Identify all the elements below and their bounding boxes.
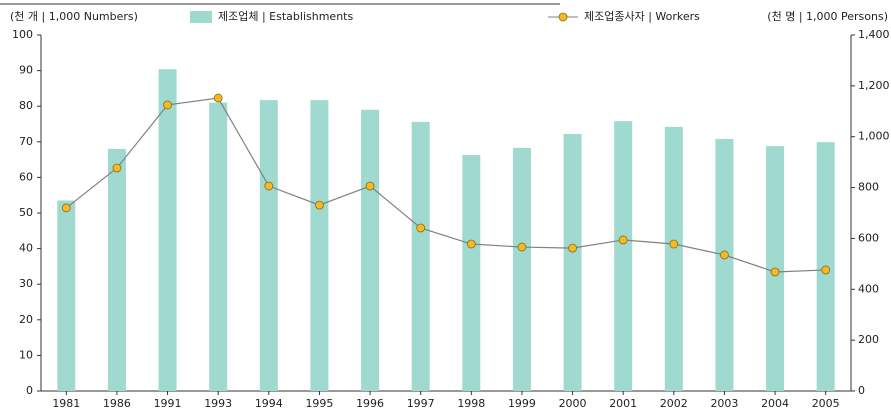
marker bbox=[720, 250, 729, 260]
marker bbox=[416, 223, 426, 233]
bar bbox=[715, 138, 734, 391]
y-axis-label: (천 개 | 1,000 Numbers) bbox=[10, 9, 138, 23]
x-tick-label: 1993 bbox=[204, 397, 232, 410]
y2-tick-label: 1,400 bbox=[858, 28, 890, 41]
marker bbox=[365, 181, 375, 191]
y-tick-label: 20 bbox=[19, 313, 33, 326]
marker bbox=[770, 267, 780, 277]
marker bbox=[213, 93, 223, 103]
y-tick-label: 60 bbox=[19, 170, 33, 183]
y2-tick-label: 600 bbox=[858, 231, 879, 244]
x-tick-label: 2002 bbox=[660, 397, 688, 410]
bar bbox=[664, 126, 683, 392]
bar bbox=[57, 200, 76, 391]
y-tick-label: 70 bbox=[19, 135, 33, 148]
legend-marker bbox=[558, 12, 568, 22]
y2-tick-label: 1,000 bbox=[858, 130, 890, 143]
bar bbox=[462, 154, 481, 391]
marker bbox=[61, 203, 71, 213]
bar bbox=[158, 69, 177, 392]
marker bbox=[264, 181, 274, 191]
y2-tick-label: 1,200 bbox=[858, 79, 890, 92]
marker bbox=[466, 239, 476, 249]
x-tick-label: 2001 bbox=[609, 397, 637, 410]
marker bbox=[568, 243, 577, 253]
bar bbox=[107, 148, 126, 391]
legend-label: 제조업종사자 | Workers bbox=[584, 10, 700, 23]
y-tick-label: 30 bbox=[19, 277, 33, 290]
legend-label: 제조업체 | Establishments bbox=[218, 10, 353, 23]
bar bbox=[614, 121, 633, 391]
marker bbox=[163, 100, 172, 110]
y-tick-label: 100 bbox=[12, 28, 33, 41]
x-tick-label: 1999 bbox=[508, 397, 536, 410]
x-tick-label: 2000 bbox=[559, 397, 587, 410]
x-tick-label: 1994 bbox=[255, 397, 283, 410]
y-tick-label: 40 bbox=[19, 242, 33, 255]
legend-swatch bbox=[190, 11, 212, 23]
x-tick-label: 1991 bbox=[154, 397, 182, 410]
y2-tick-label: 800 bbox=[858, 181, 879, 194]
bar bbox=[310, 100, 329, 391]
x-tick-label: 1986 bbox=[103, 397, 131, 410]
bar bbox=[361, 109, 380, 391]
x-tick-label: 1998 bbox=[457, 397, 485, 410]
x-tick-label: 1981 bbox=[52, 397, 80, 410]
y-tick-label: 0 bbox=[26, 384, 33, 397]
y2-tick-label: 0 bbox=[858, 384, 865, 397]
marker bbox=[517, 242, 527, 252]
x-tick-label: 2004 bbox=[761, 397, 789, 410]
x-tick-label: 1995 bbox=[305, 397, 333, 410]
line bbox=[65, 97, 826, 273]
x-tick-label: 1997 bbox=[407, 397, 435, 410]
x-tick-label: 2005 bbox=[812, 397, 840, 410]
y2-tick-label: 400 bbox=[858, 282, 879, 295]
y-tick-label: 90 bbox=[19, 64, 33, 77]
bar bbox=[259, 100, 278, 391]
bar bbox=[563, 133, 582, 391]
marker bbox=[112, 163, 122, 173]
y2-axis-label: (천 명 | 1,000 Persons) bbox=[767, 9, 888, 23]
y-tick-label: 80 bbox=[19, 99, 33, 112]
marker bbox=[669, 239, 679, 249]
x-tick-label: 1996 bbox=[356, 397, 384, 410]
y-tick-label: 50 bbox=[19, 206, 33, 219]
marker bbox=[821, 265, 831, 275]
bar bbox=[411, 121, 430, 391]
bar bbox=[512, 147, 531, 391]
marker bbox=[315, 200, 324, 210]
x-tick-label: 2003 bbox=[710, 397, 738, 410]
y2-tick-label: 200 bbox=[858, 333, 879, 346]
y-tick-label: 10 bbox=[19, 348, 33, 361]
marker bbox=[618, 235, 628, 245]
bar bbox=[209, 102, 228, 391]
